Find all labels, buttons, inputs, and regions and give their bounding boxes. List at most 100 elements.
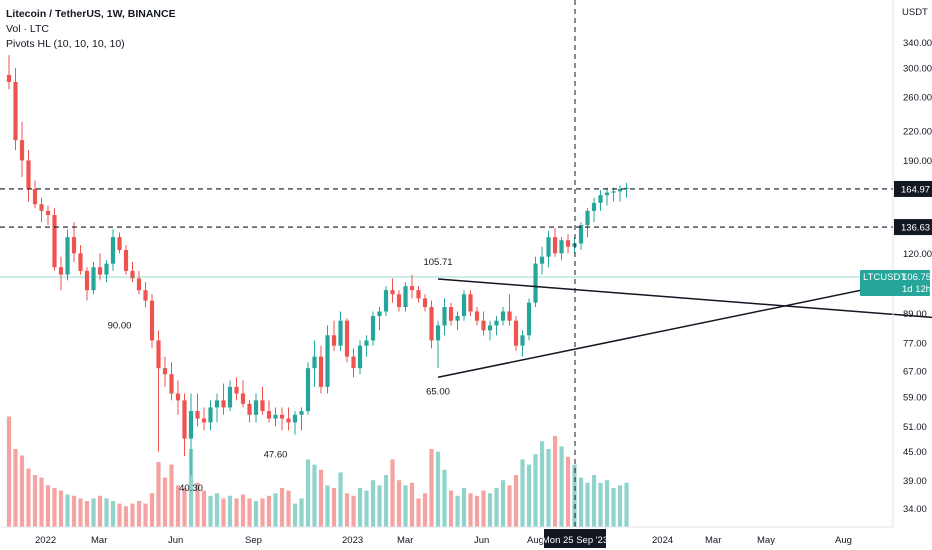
volume-bar bbox=[52, 488, 57, 527]
volume-bar bbox=[279, 488, 285, 527]
pivots-indicator-label[interactable]: Pivots HL (10, 10, 10, 10) bbox=[6, 38, 125, 50]
volume-bar bbox=[117, 503, 122, 527]
candle-body bbox=[292, 414, 298, 423]
volume-bar bbox=[78, 498, 83, 527]
volume-bar bbox=[383, 475, 389, 527]
volume-bar bbox=[221, 498, 226, 527]
crosshair-time-tag-box bbox=[544, 529, 606, 548]
candle-body bbox=[123, 249, 129, 271]
volume-bar bbox=[396, 480, 402, 527]
volume-bar bbox=[409, 482, 415, 527]
volume-bar bbox=[598, 482, 603, 527]
price-tick-label: 59.00 bbox=[903, 392, 927, 403]
time-label-may-2024: May bbox=[757, 535, 775, 546]
volume-bar bbox=[169, 464, 174, 527]
candle-body bbox=[156, 340, 161, 369]
candle-body bbox=[318, 356, 324, 387]
time-label-2024: 2024 bbox=[652, 535, 673, 546]
candle-body bbox=[390, 290, 395, 295]
price-tick-label: 120.00 bbox=[903, 249, 932, 260]
volume-bar bbox=[552, 436, 558, 527]
price-tick-label: 34.00 bbox=[903, 504, 927, 515]
time-label-mar-2022: Mar bbox=[91, 535, 107, 546]
volume-bar bbox=[6, 416, 12, 527]
candle-body bbox=[208, 407, 213, 423]
candle-body bbox=[507, 311, 512, 321]
volume-bar bbox=[130, 503, 135, 527]
candle-body bbox=[91, 267, 96, 291]
time-axis[interactable]: 2022 Mar Jun Sep 2023 Mar Jun Aug 2024 M… bbox=[0, 526, 893, 548]
volume-bar bbox=[214, 493, 220, 527]
volume-bar bbox=[182, 488, 187, 527]
price-tick-label: 39.00 bbox=[903, 476, 927, 487]
candle-body bbox=[52, 215, 57, 268]
time-label-2022: 2022 bbox=[35, 535, 56, 546]
price-tick-label: 260.00 bbox=[903, 92, 932, 103]
candlesticks bbox=[6, 54, 629, 476]
volume-bar bbox=[357, 488, 363, 527]
volume-bar bbox=[403, 485, 408, 527]
volume-bar bbox=[13, 449, 18, 527]
candle-body bbox=[468, 294, 473, 312]
candle-body bbox=[429, 307, 434, 341]
candle-body bbox=[383, 290, 389, 312]
volume-bar bbox=[565, 456, 571, 527]
candle-body bbox=[214, 400, 220, 408]
candle-body bbox=[71, 237, 77, 254]
horizontal-levels bbox=[0, 188, 893, 228]
candle-body bbox=[312, 356, 317, 369]
candle-body bbox=[396, 294, 402, 308]
pivot-labels: 105.71 90.00 65.00 47.60 40.30 bbox=[108, 257, 453, 494]
candle-body bbox=[539, 256, 545, 264]
volume-bar bbox=[559, 446, 564, 527]
volume-bar bbox=[201, 490, 207, 527]
crosshair-time-label: Mon 25 Sep '23 bbox=[542, 535, 608, 546]
volume-bar bbox=[19, 455, 25, 527]
candle-body bbox=[188, 411, 194, 439]
candle-body bbox=[19, 140, 25, 161]
symbol-title[interactable]: Litecoin / TetherUS, 1W, BINANCE bbox=[6, 8, 176, 20]
candle-body bbox=[520, 335, 525, 346]
candle-body bbox=[455, 316, 460, 321]
volume-bar bbox=[591, 475, 597, 527]
volume-bar bbox=[494, 488, 499, 527]
candle-body bbox=[84, 270, 90, 291]
volume-bar bbox=[234, 498, 239, 527]
volume-bar bbox=[604, 480, 610, 527]
volume-bar bbox=[104, 498, 109, 527]
price-axis-currency: USDT bbox=[902, 7, 928, 18]
candle-body bbox=[565, 240, 571, 247]
candle-body bbox=[253, 400, 259, 415]
price-axis[interactable]: USDT 340.00 300.00 260.00 220.00 190.00 120.0… bbox=[892, 0, 932, 527]
pivot-label: 40.30 bbox=[179, 483, 203, 494]
time-label-jun-2022: Jun bbox=[168, 535, 183, 546]
chart-legend: Litecoin / TetherUS, 1W, BINANCE Vol · L… bbox=[6, 7, 176, 52]
candle-body bbox=[136, 278, 142, 291]
price-tick-label: 51.00 bbox=[903, 422, 927, 433]
time-label-mar-2023: Mar bbox=[397, 535, 413, 546]
current-price-tag-box bbox=[860, 269, 930, 296]
candle-body bbox=[286, 418, 291, 423]
candle-body bbox=[448, 307, 454, 321]
volume-bar bbox=[390, 459, 395, 527]
volume-bar bbox=[585, 482, 590, 527]
volume-bar bbox=[351, 495, 356, 527]
level-tag-box bbox=[894, 219, 932, 236]
candle-body bbox=[442, 307, 447, 326]
volume-bar bbox=[123, 506, 129, 527]
volume-indicator-label[interactable]: Vol · LTC bbox=[6, 23, 49, 35]
volume-bar bbox=[260, 498, 265, 527]
volume-bar bbox=[539, 441, 545, 527]
candle-body bbox=[26, 160, 31, 189]
candle-body bbox=[201, 418, 207, 423]
volume-bar bbox=[487, 493, 493, 527]
candle-body bbox=[604, 192, 610, 196]
candle-body bbox=[227, 386, 233, 408]
volume-bar bbox=[188, 449, 194, 527]
volume-bar bbox=[370, 480, 376, 527]
candle-body bbox=[110, 237, 116, 264]
time-label-sep-2022: Sep bbox=[245, 535, 262, 546]
volume-bar bbox=[162, 477, 168, 527]
volume-bar bbox=[526, 464, 532, 527]
